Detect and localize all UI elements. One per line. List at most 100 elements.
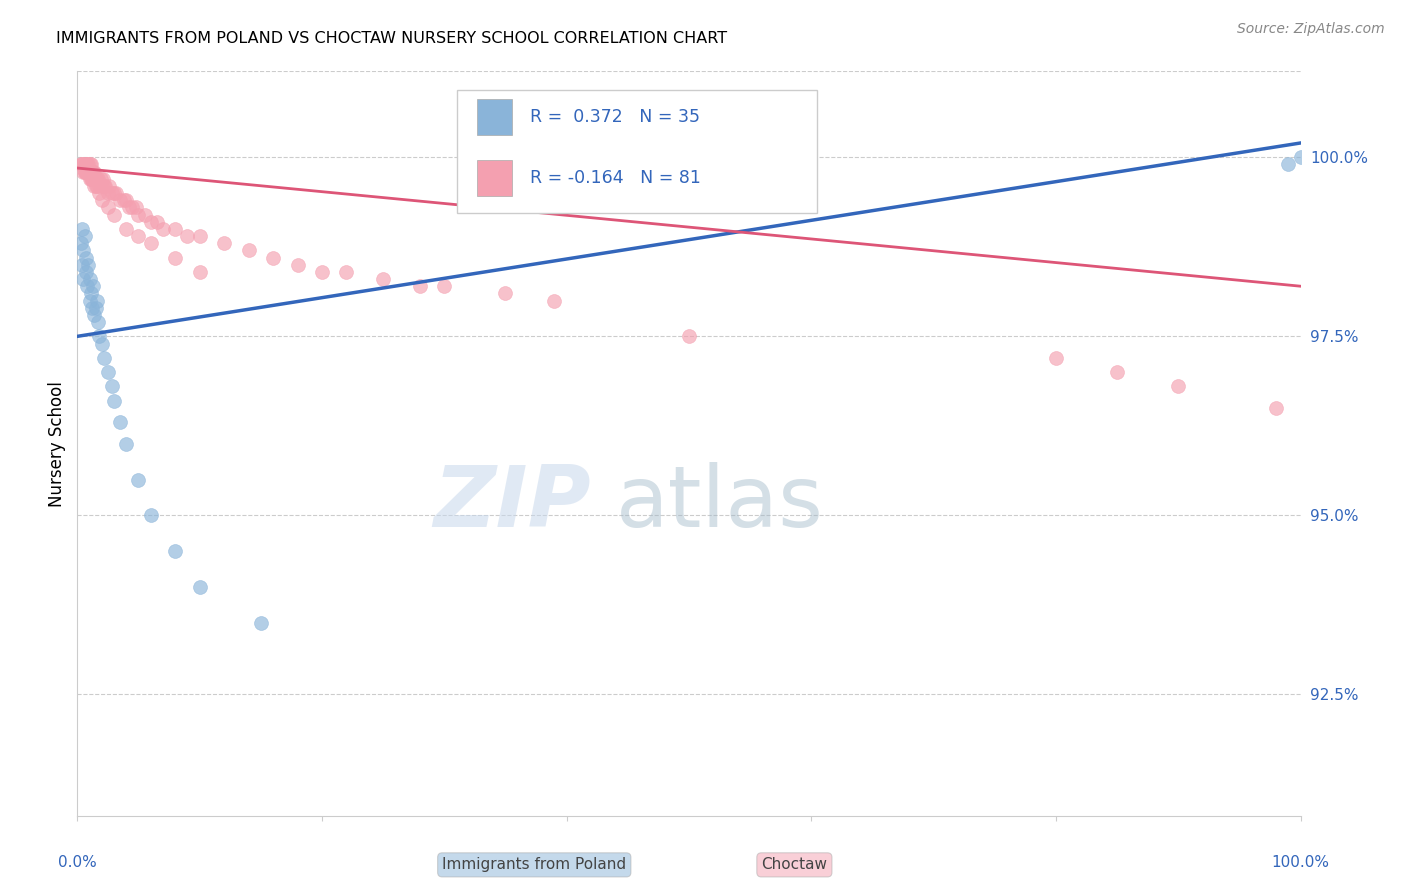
Point (1107, 365, 1129, 379)
Point (93, 178, 115, 193)
Point (80, 171, 103, 186)
Point (90, 336, 112, 351)
Point (212, 236, 235, 251)
Point (118, 201, 141, 215)
Point (76, 164, 98, 178)
Text: ZIP: ZIP (433, 462, 591, 545)
Point (76, 164, 98, 178)
Point (70, 157, 93, 171)
Point (93, 351, 115, 365)
Point (335, 265, 357, 279)
Point (115, 437, 138, 451)
Y-axis label: Nursery School: Nursery School (48, 381, 66, 507)
Point (83, 308, 105, 322)
Point (165, 251, 187, 265)
Point (75, 157, 97, 171)
FancyBboxPatch shape (457, 90, 817, 213)
Point (103, 208, 125, 222)
Point (84, 171, 107, 186)
Point (77, 164, 100, 178)
Point (287, 258, 309, 272)
Point (152, 222, 174, 236)
Point (79, 171, 101, 186)
Point (115, 222, 138, 236)
Point (495, 286, 517, 301)
Point (79, 293, 101, 308)
Point (86, 171, 108, 186)
Point (127, 229, 149, 244)
Point (70, 258, 93, 272)
Point (97, 201, 120, 215)
Point (72, 272, 94, 286)
Point (73, 157, 96, 171)
Point (80, 301, 103, 315)
Point (678, 329, 700, 343)
Point (188, 580, 211, 594)
Point (84, 178, 107, 193)
Text: 0.0%: 0.0% (58, 855, 97, 870)
Point (70, 222, 93, 236)
FancyBboxPatch shape (477, 160, 512, 195)
Point (108, 415, 131, 429)
Point (125, 201, 148, 215)
FancyBboxPatch shape (477, 99, 512, 135)
Point (75, 265, 97, 279)
Point (176, 229, 198, 244)
Point (79, 272, 101, 286)
Point (70, 157, 93, 171)
Point (90, 178, 112, 193)
Point (100, 379, 122, 393)
Text: Immigrants from Poland: Immigrants from Poland (443, 857, 626, 872)
Point (87, 171, 110, 186)
Point (82, 171, 104, 186)
Point (112, 194, 135, 208)
Point (75, 251, 97, 265)
Point (89, 178, 111, 193)
Point (165, 544, 187, 558)
Point (371, 272, 394, 286)
Point (127, 208, 149, 222)
Point (134, 208, 156, 222)
Point (1045, 351, 1067, 365)
Text: Source: ZipAtlas.com: Source: ZipAtlas.com (1237, 22, 1385, 37)
Point (262, 251, 284, 265)
Point (1277, 157, 1299, 171)
Point (80, 171, 103, 186)
Point (80, 171, 103, 186)
Point (127, 473, 149, 487)
Text: Choctaw: Choctaw (762, 857, 827, 872)
Point (100, 186, 122, 200)
Point (86, 178, 108, 193)
Text: R =  0.372   N = 35: R = 0.372 N = 35 (530, 108, 700, 126)
Point (433, 279, 456, 293)
Text: IMMIGRANTS FROM POLAND VS CHOCTAW NURSERY SCHOOL CORRELATION CHART: IMMIGRANTS FROM POLAND VS CHOCTAW NURSER… (56, 31, 727, 46)
Point (105, 186, 128, 200)
Point (238, 244, 260, 258)
Point (76, 279, 98, 293)
Point (75, 164, 97, 178)
Point (165, 222, 187, 236)
Point (89, 186, 111, 200)
Point (94, 178, 117, 193)
Point (84, 301, 107, 315)
Point (250, 615, 273, 630)
Point (80, 157, 103, 171)
Point (73, 164, 96, 178)
Point (79, 157, 101, 171)
Point (115, 194, 138, 208)
Point (82, 279, 104, 293)
Point (80, 164, 103, 178)
Point (146, 215, 169, 229)
Point (139, 236, 162, 251)
Point (103, 393, 125, 408)
Point (77, 157, 100, 171)
Point (72, 164, 94, 178)
Point (188, 265, 211, 279)
Point (73, 229, 96, 244)
Point (79, 164, 101, 178)
Text: 100.0%: 100.0% (1271, 855, 1330, 870)
Point (91, 171, 114, 186)
Point (70, 236, 93, 251)
Point (80, 286, 103, 301)
Point (311, 265, 333, 279)
